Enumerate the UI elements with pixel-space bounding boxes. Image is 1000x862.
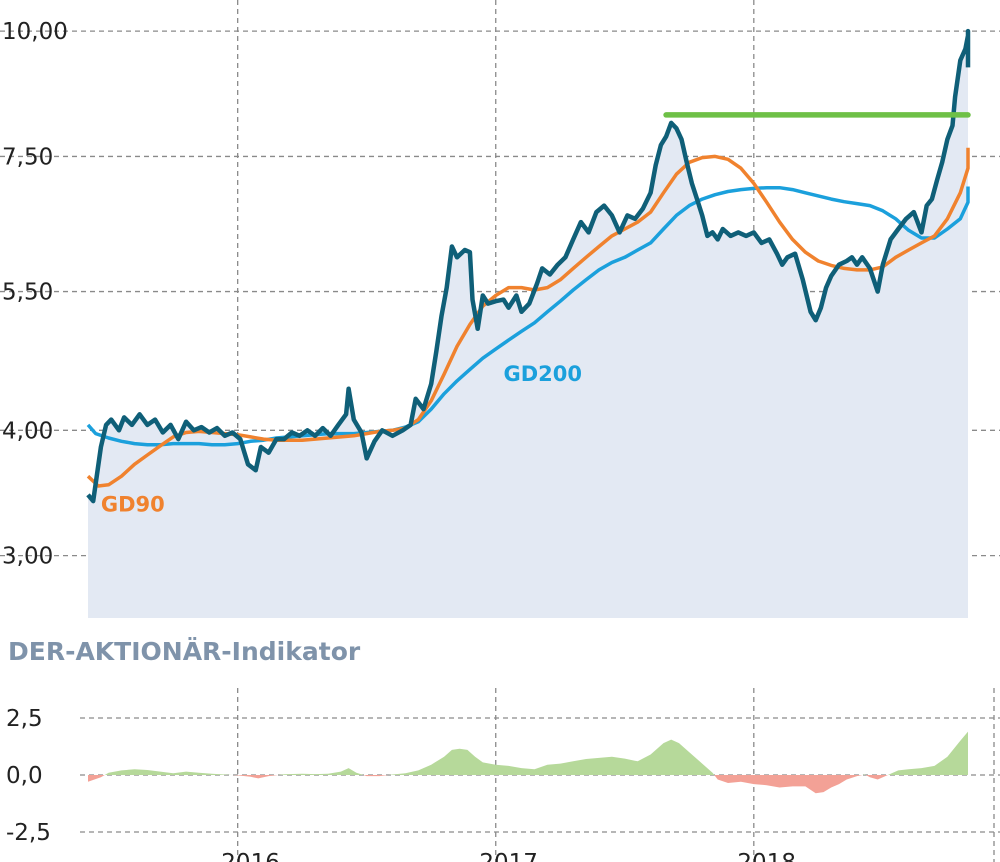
- price-area: [88, 31, 968, 619]
- x-tick-label: 2018: [737, 850, 796, 862]
- y-tick-label: 4,00: [2, 418, 53, 444]
- price-line: [86, 28, 971, 504]
- indicator-y-tick-label: -2,5: [6, 820, 51, 846]
- main-plot: GD200 GD90: [86, 28, 971, 619]
- indicator-plot: [88, 718, 968, 794]
- indicator-negative-area: [88, 774, 968, 794]
- indicator-title: DER-AKTIONÄR-Indikator: [8, 636, 361, 666]
- indicator-y-ticks: -2,5 0,0 2,5: [6, 706, 51, 846]
- x-axis-ticks: 2016 2017 2018: [221, 850, 796, 862]
- x-tick-label: 2017: [479, 850, 538, 862]
- main-y-ticks: 3,00 4,00 5,50 7,50 10,00: [2, 19, 68, 570]
- gd90-label: GD90: [101, 492, 165, 516]
- gd200-line: [86, 185, 970, 447]
- indicator-y-tick-label: 2,5: [6, 706, 43, 732]
- y-tick-label: 3,00: [2, 544, 53, 570]
- gd200-label: GD200: [503, 362, 582, 386]
- indicator-y-tick-label: 0,0: [6, 763, 43, 789]
- x-tick-label: 2016: [221, 850, 280, 862]
- y-tick-label: 7,50: [2, 144, 53, 170]
- y-tick-label: 10,00: [2, 19, 68, 45]
- y-tick-label: 5,50: [2, 280, 53, 306]
